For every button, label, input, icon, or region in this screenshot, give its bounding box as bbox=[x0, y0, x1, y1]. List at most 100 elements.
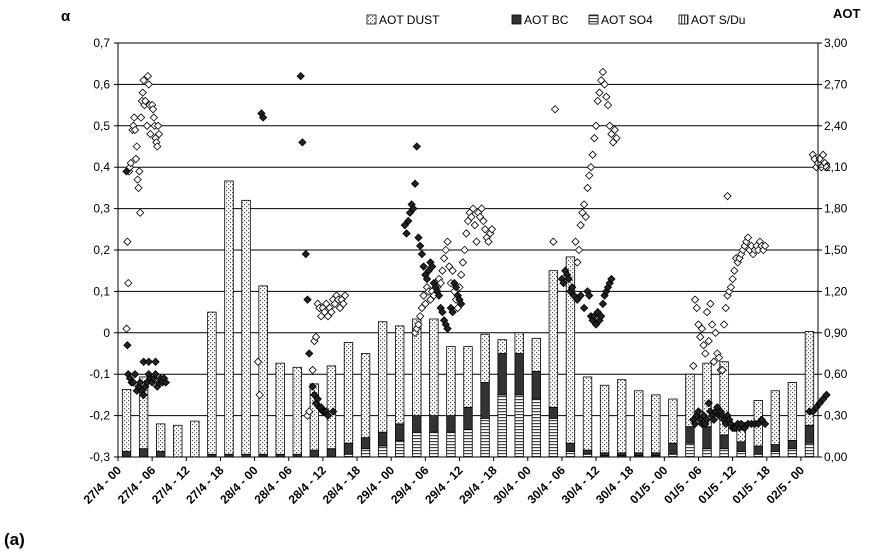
bar-segment bbox=[377, 431, 388, 447]
bar-segment bbox=[309, 449, 320, 458]
open-diamond-point bbox=[719, 320, 729, 329]
bar-segment bbox=[514, 332, 524, 354]
open-diamond-point bbox=[123, 237, 132, 246]
bar-segment bbox=[685, 373, 695, 428]
x-tick-label: 02/5 - 00 bbox=[764, 463, 808, 507]
legend-label: AOT DUST bbox=[379, 13, 440, 27]
open-diamond-point bbox=[579, 200, 589, 209]
filled-diamond-point bbox=[585, 291, 594, 300]
filled-diamond-point bbox=[301, 249, 310, 259]
bar-segment bbox=[548, 406, 559, 419]
open-diamond-point bbox=[818, 150, 828, 159]
left-tick-label: 0,2 bbox=[93, 243, 110, 257]
open-diamond-point bbox=[721, 303, 730, 313]
open-diamond-point bbox=[591, 121, 601, 130]
bar-segment bbox=[770, 390, 780, 445]
open-diamond-point bbox=[697, 324, 707, 333]
bar-segment bbox=[804, 442, 815, 458]
bar-segment bbox=[377, 321, 388, 433]
bar-segment bbox=[156, 423, 166, 452]
filled-diamond-point bbox=[579, 303, 589, 313]
bar-segment bbox=[138, 376, 149, 450]
filled-diamond-point bbox=[123, 341, 132, 350]
bar-segment bbox=[770, 451, 780, 458]
legend-swatch bbox=[588, 14, 599, 25]
left-tick-label: -0,1 bbox=[89, 367, 110, 381]
open-diamond-point bbox=[441, 245, 450, 255]
stacked-bars bbox=[121, 180, 815, 458]
open-diamond-point bbox=[583, 183, 592, 193]
right-tick-label: 2,10 bbox=[824, 160, 848, 174]
filled-diamond-point bbox=[122, 167, 131, 176]
bar-segment bbox=[616, 452, 627, 457]
open-diamond-point bbox=[707, 320, 717, 329]
bar-segment bbox=[326, 448, 337, 458]
open-diamond-point bbox=[709, 357, 719, 366]
filled-diamond-point bbox=[434, 291, 444, 300]
bar-segment bbox=[497, 353, 507, 396]
bar-segment bbox=[190, 420, 200, 458]
open-diamond-point bbox=[603, 100, 613, 110]
filled-diamond-point bbox=[144, 357, 153, 366]
open-diamond-point bbox=[586, 163, 596, 172]
left-tick-label: 0,7 bbox=[93, 36, 110, 50]
filled-diamond-point bbox=[607, 274, 616, 284]
left-tick-label: 0,4 bbox=[93, 160, 110, 174]
bar-segment bbox=[634, 390, 644, 454]
bar-segment bbox=[651, 452, 661, 457]
open-diamond-point bbox=[154, 129, 164, 139]
bar-segment bbox=[753, 445, 763, 455]
bar-segment bbox=[548, 270, 559, 408]
open-diamond-point bbox=[448, 266, 457, 275]
open-diamond-point bbox=[308, 365, 317, 375]
open-diamond-point bbox=[136, 113, 146, 122]
bar-segment bbox=[497, 339, 507, 354]
legend-swatch bbox=[366, 14, 377, 25]
open-diamond-point bbox=[460, 245, 469, 255]
filled-diamond-point bbox=[559, 278, 568, 288]
bar-segment bbox=[787, 382, 798, 441]
left-tick-label: 0,1 bbox=[93, 284, 110, 298]
open-diamond-point bbox=[141, 96, 150, 106]
open-diamond-point bbox=[146, 129, 155, 139]
filled-diamond-point bbox=[328, 407, 338, 416]
open-diamond-point bbox=[142, 121, 152, 130]
bar-segment bbox=[736, 441, 746, 452]
open-diamond-point bbox=[472, 237, 481, 246]
left-tick-label: 0 bbox=[103, 326, 110, 340]
filled-diamond-point bbox=[567, 283, 577, 292]
filled-diamond-point bbox=[702, 415, 712, 424]
open-diamond-point bbox=[255, 390, 264, 400]
bar-segment bbox=[343, 442, 354, 455]
open-diamond-point bbox=[822, 163, 831, 172]
bar-segment bbox=[412, 431, 422, 458]
open-diamond-point bbox=[443, 237, 452, 246]
open-diamond-point bbox=[439, 254, 449, 263]
open-diamond-point bbox=[131, 154, 141, 164]
bar-segment bbox=[668, 398, 678, 444]
open-diamond-point bbox=[124, 278, 133, 288]
open-diamond-point bbox=[723, 192, 732, 201]
bar-segment bbox=[412, 318, 422, 416]
bar-segment bbox=[446, 431, 456, 458]
open-diamond-point bbox=[416, 312, 425, 321]
bar-segment bbox=[565, 451, 576, 458]
legend-swatch bbox=[678, 14, 689, 25]
right-tick-label: 1,50 bbox=[824, 243, 848, 257]
filled-diamond-point bbox=[296, 71, 305, 81]
open-diamond-point bbox=[458, 258, 468, 267]
open-diamond-point bbox=[726, 283, 736, 292]
filled-diamond-point bbox=[410, 179, 420, 188]
filled-diamond-point bbox=[597, 312, 606, 321]
bar-segment bbox=[804, 331, 815, 426]
right-tick-label: 2,70 bbox=[824, 77, 848, 91]
open-diamond-point bbox=[574, 245, 584, 255]
open-diamond-point bbox=[149, 113, 159, 122]
bar-segment bbox=[446, 415, 456, 433]
open-diamond-point bbox=[760, 241, 770, 251]
filled-diamond-point bbox=[414, 233, 423, 242]
open-diamond-point bbox=[605, 121, 614, 130]
bar-segment bbox=[497, 394, 507, 458]
open-diamond-point bbox=[122, 324, 131, 333]
